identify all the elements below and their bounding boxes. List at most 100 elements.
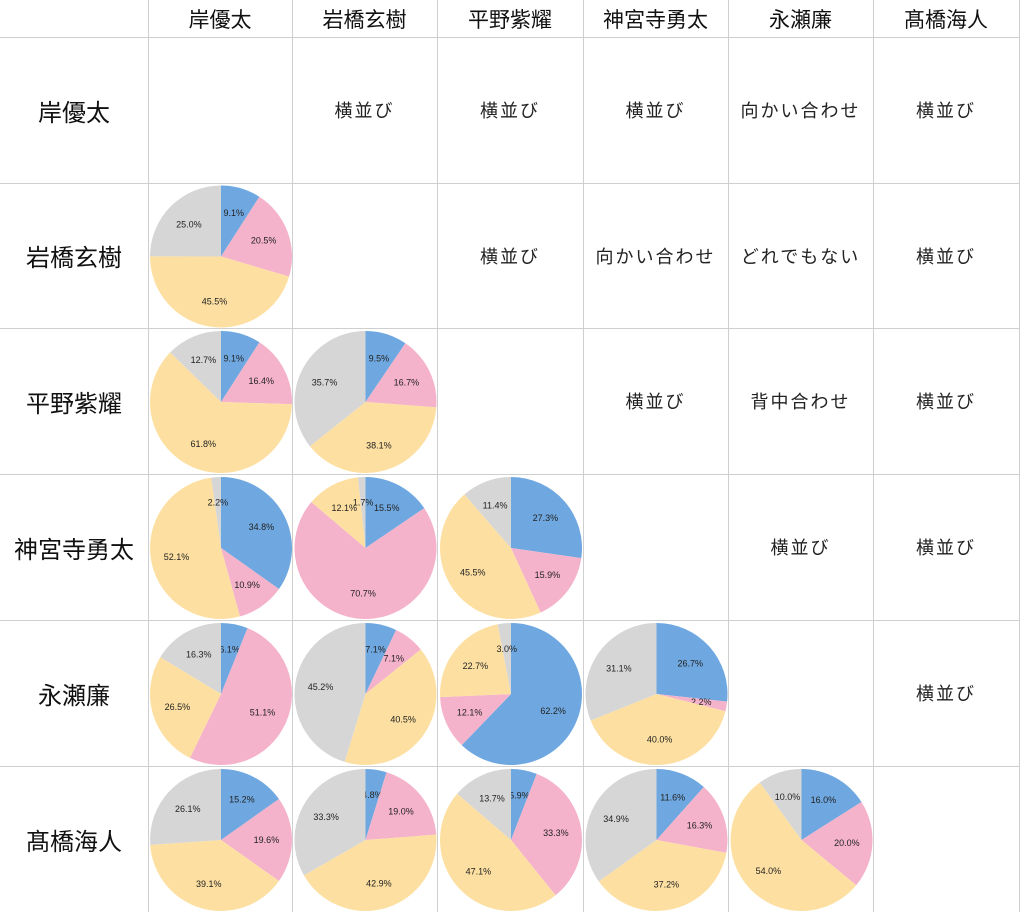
relation-cell: 横並び xyxy=(334,101,395,122)
pie-slice-label: 40.0% xyxy=(647,734,673,744)
pie-slice-gray xyxy=(464,477,511,548)
pie-slice-label: 9.1% xyxy=(224,353,245,363)
relation-cell: 横並び xyxy=(480,101,540,122)
pie-slice-label: 62.2% xyxy=(540,706,566,716)
pie-slice-label: 2.2% xyxy=(691,697,712,707)
pie-slice-pink xyxy=(221,196,292,277)
pie-slice-blue xyxy=(221,623,248,694)
pie-slice-blue xyxy=(656,769,704,840)
pie-slice-label: 20.0% xyxy=(834,838,860,848)
pie-slice-label: 45.2% xyxy=(308,682,334,692)
pie-slice-gray xyxy=(357,477,366,548)
pie-slice-gray xyxy=(149,769,221,845)
pie-slice-label: 47.1% xyxy=(466,867,492,877)
relation-cell: 横並び xyxy=(480,246,540,268)
pie-chart: 5.9% 33.3% 47.1% 13.7% xyxy=(440,769,582,911)
pie-slice-label: 4.8% xyxy=(362,790,383,800)
pie-slice-label: 16.4% xyxy=(248,376,274,386)
pie-chart: 26.7% 2.2% 40.0% 31.1% xyxy=(585,623,728,765)
pie-slice-blue xyxy=(365,477,425,548)
row-header: 神宮寺勇太 xyxy=(14,535,134,564)
pie-slice-gray xyxy=(497,623,511,694)
pie-chart: 9.1% 16.4% 61.8% 12.7% xyxy=(150,331,292,473)
pie-slice-pink xyxy=(365,343,437,408)
pie-slice-label: 1.7% xyxy=(353,498,374,508)
pie-slice-label: 51.1% xyxy=(250,707,276,717)
row-header: 岩橋玄樹 xyxy=(26,244,122,272)
pie-slice-gray xyxy=(211,477,221,548)
relation-cell: 横並び xyxy=(770,538,831,559)
relation-cell: 背中合わせ xyxy=(750,392,851,413)
pie-slice-gray xyxy=(457,769,511,840)
pie-slice-label: 52.1% xyxy=(164,552,190,562)
relation-cell: 横並び xyxy=(916,538,976,559)
pie-slice-blue xyxy=(511,477,582,559)
pie-slice-label: 7.1% xyxy=(383,653,404,663)
pie-slice-label: 61.8% xyxy=(190,439,216,449)
pie-slice-gray xyxy=(294,623,366,762)
pie-slice-label: 35.7% xyxy=(312,377,338,387)
pie-slice-label: 26.1% xyxy=(175,804,201,814)
pie-slice-label: 7.1% xyxy=(365,645,386,655)
column-header: 髙橋海人 xyxy=(904,7,988,32)
pie-slice-blue xyxy=(221,769,279,840)
pie-slice-label: 38.1% xyxy=(366,440,392,450)
pie-slice-yellow xyxy=(590,694,726,765)
row-header: 岸優太 xyxy=(38,98,110,127)
column-header: 永瀬廉 xyxy=(769,7,832,32)
relation-cell: 横並び xyxy=(625,101,686,122)
pie-slice-yellow xyxy=(440,624,511,698)
pie-slice-pink xyxy=(221,548,279,617)
pie-chart: 62.2% 12.1% 22.7% 3.0% xyxy=(440,623,582,765)
pie-slice-label: 9.5% xyxy=(369,354,390,364)
pie-slice-label: 37.2% xyxy=(654,879,680,889)
pie-chart: 6.1% 51.1% 26.5% 16.3% xyxy=(150,623,292,765)
pie-chart: 4.8% 19.0% 42.9% 33.3% xyxy=(294,769,437,912)
column-header: 平野紫耀 xyxy=(468,7,552,32)
pie-chart: 15.5% 70.7% 12.1%1.7% xyxy=(294,477,437,619)
pie-slice-label: 33.3% xyxy=(313,812,339,822)
relation-cell: 横並び xyxy=(916,101,976,122)
pie-slice-label: 10.0% xyxy=(775,792,801,802)
pie-slice-pink xyxy=(511,773,582,896)
column-header: 神宮寺勇太 xyxy=(603,7,708,32)
relation-cell: 横並び xyxy=(625,392,686,413)
pie-slice-yellow xyxy=(311,477,366,548)
pie-slice-label: 16.3% xyxy=(687,820,713,830)
pie-slice-blue xyxy=(221,331,260,402)
pie-slice-pink xyxy=(365,772,437,840)
pie-slice-pink xyxy=(440,694,511,746)
pie-slice-gray xyxy=(759,769,802,840)
pie-slice-label: 45.5% xyxy=(202,296,228,306)
pie-slice-gray xyxy=(585,623,657,721)
pie-slice-label: 12.1% xyxy=(457,708,483,718)
pie-slice-yellow xyxy=(150,352,292,473)
pie-slice-label: 34.8% xyxy=(249,522,275,532)
row-header: 永瀬廉 xyxy=(38,681,110,710)
pie-slice-yellow xyxy=(440,494,541,619)
pie-slice-label: 70.7% xyxy=(350,588,376,598)
pie-slice-label: 42.9% xyxy=(366,878,392,888)
pie-slice-pink xyxy=(656,694,728,712)
pie-slice-yellow xyxy=(344,649,437,765)
pie-chart: 9.1% 20.5% 45.5% 25.0% xyxy=(150,185,292,328)
relation-cell: 向かい合わせ xyxy=(595,246,716,268)
pie-chart: 7.1%7.1% 40.5% 45.2% xyxy=(294,623,437,765)
pie-slice-label: 3.0% xyxy=(496,644,517,654)
pie-slice-blue xyxy=(461,623,582,765)
pie-slice-label: 16.7% xyxy=(394,377,420,387)
pie-slice-pink xyxy=(221,798,293,882)
pie-slice-blue xyxy=(801,769,862,840)
pie-slice-label: 15.5% xyxy=(374,503,400,513)
pie-slice-label: 12.1% xyxy=(331,503,357,513)
pie-slice-pink xyxy=(294,502,437,619)
pie-slice-label: 13.7% xyxy=(479,794,505,804)
pie-slice-label: 39.1% xyxy=(196,879,222,889)
pie-slice-blue xyxy=(365,769,387,840)
pie-slice-pink xyxy=(221,342,292,405)
pie-slice-gray xyxy=(294,331,366,447)
pie-slice-yellow xyxy=(150,840,279,911)
pie-slice-yellow xyxy=(440,793,556,911)
pie-chart: 34.8% 10.9% 52.1% 2.2% xyxy=(149,477,292,619)
